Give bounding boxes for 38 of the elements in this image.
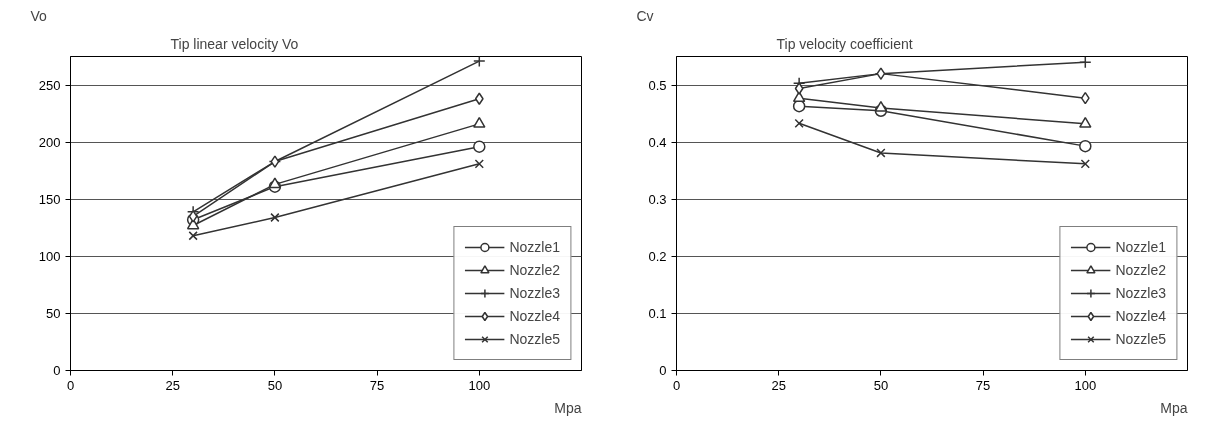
chart-title: Tip linear velocity Vo [170,35,299,52]
y-tick-label: 0 [659,363,667,378]
legend-label: Nozzle2 [509,262,560,278]
chart-title: Tip velocity coefficient [776,35,913,52]
x-tick-label: 0 [672,377,681,393]
legend-label: Nozzle3 [509,285,560,301]
x-tick-label: 100 [468,377,491,393]
x-tick-label: 25 [771,377,786,393]
x-tick-label: 100 [1074,377,1097,393]
y-axis-title: Cv [636,7,654,24]
legend-label: Nozzle3 [1115,285,1166,301]
legend-label: Nozzle1 [509,239,560,255]
y-tick-label: 150 [38,191,61,207]
x-tick-label: 75 [369,377,385,393]
y-tick-label: 0 [53,363,61,378]
x-tick-label: 25 [165,377,180,393]
y-tick-label: 0.2 [648,248,667,264]
y-tick-label: 0.4 [648,134,667,150]
legend-label: Nozzle5 [1115,331,1166,347]
y-tick-label: 100 [38,248,61,264]
legend-label: Nozzle2 [1115,262,1166,278]
y-tick-label: 0.1 [648,305,667,321]
x-tick-label: 50 [873,377,889,393]
x-tick-label: 75 [975,377,991,393]
legend-label: Nozzle4 [1115,308,1166,324]
legend-label: Nozzle4 [509,308,560,324]
y-axis-title: Vo [30,7,48,24]
x-tick-label: 0 [66,377,75,393]
legend-label: Nozzle5 [509,331,560,347]
legend-label: Nozzle1 [1115,239,1166,255]
y-tick-label: 200 [38,134,61,150]
y-tick-label: 0.3 [648,191,667,207]
y-tick-label: 250 [38,77,61,93]
x-axis-title: Mpa [554,399,582,416]
y-tick-label: 0.5 [648,77,667,93]
y-tick-label: 50 [46,305,61,321]
x-axis-title: Mpa [1160,399,1188,416]
x-tick-label: 50 [267,377,283,393]
